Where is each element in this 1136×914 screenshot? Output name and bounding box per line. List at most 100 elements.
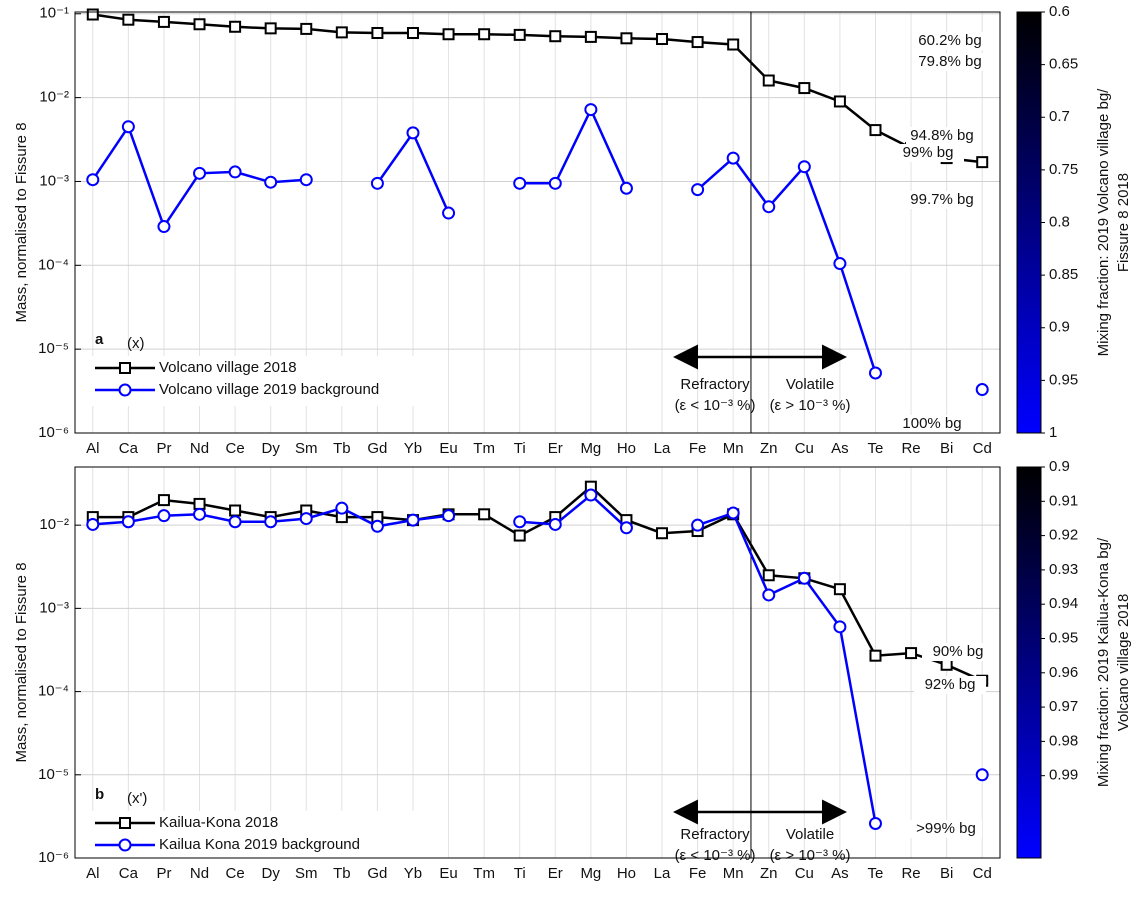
point: [335, 26, 348, 39]
plot-frame: [74, 11, 1001, 434]
annotation: Refractory: [680, 826, 750, 843]
point: [478, 508, 491, 521]
colorbar-label: Volcano village 2018: [1115, 594, 1132, 732]
x-tick-label: Zn: [760, 865, 778, 882]
y-tick-label: 10⁻³: [39, 599, 69, 616]
mixing-label: 79.8% bg: [918, 53, 981, 70]
colorbar-tick-label: 0.7: [1049, 108, 1070, 125]
colorbar-tick-label: 0.65: [1049, 56, 1078, 73]
colorbar-tick-label: 0.94: [1049, 595, 1078, 612]
point: [868, 816, 882, 830]
point: [976, 156, 989, 169]
annotation: (ε > 10⁻³ %): [770, 397, 851, 414]
y-axis-label: Mass, normalised to Fissure 8: [13, 122, 30, 322]
x-tick-label: Bi: [940, 865, 953, 882]
x-tick-label: Pr: [156, 440, 171, 457]
point: [442, 28, 455, 41]
point: [905, 647, 918, 660]
x-tick-label: As: [831, 865, 849, 882]
colorbar-tick-label: 0.8: [1049, 213, 1070, 230]
colorbar-tick-label: 0.9: [1049, 319, 1070, 336]
point: [869, 649, 882, 662]
point: [691, 36, 704, 49]
point: [619, 181, 633, 195]
x-tick-label: Re: [901, 440, 920, 457]
colorbar-tick-label: 0.95: [1049, 371, 1078, 388]
point: [513, 515, 527, 529]
point: [86, 8, 99, 21]
x-tick-label: Ti: [514, 440, 526, 457]
point: [406, 513, 420, 527]
point: [656, 527, 669, 540]
x-tick-label: Tb: [333, 865, 351, 882]
x-tick-label: Tb: [333, 440, 351, 457]
legend-marker: [118, 838, 132, 852]
x-tick-label: Dy: [262, 440, 281, 457]
label-bg: [914, 32, 986, 50]
point: [584, 30, 597, 43]
colorbar-label: Mixing fraction: 2019 Kailua-Kona bg/: [1095, 537, 1112, 787]
point: [620, 32, 633, 45]
annotation: (ε < 10⁻³ %): [675, 397, 756, 414]
x-tick-label: Sm: [295, 440, 318, 457]
y-tick-label: 10⁻⁴: [38, 683, 69, 700]
x-tick-label: Dy: [262, 865, 281, 882]
y-tick-label: 10⁻⁶: [38, 424, 69, 441]
x-tick-label: Mn: [723, 865, 744, 882]
x-tick-label: Er: [548, 865, 563, 882]
annotation: (ε < 10⁻³ %): [675, 847, 756, 864]
colorbar-tick-label: 0.95: [1049, 629, 1078, 646]
point: [406, 126, 420, 140]
y-tick-label: 10⁻⁴: [38, 256, 69, 273]
point: [86, 173, 100, 187]
annotation: Refractory: [680, 376, 750, 393]
point: [762, 74, 775, 87]
point: [797, 160, 811, 174]
x-tick-label: Mg: [580, 865, 601, 882]
colorbar-tick-label: 0.75: [1049, 161, 1078, 178]
mixing-label: 100% bg: [902, 415, 961, 432]
colorbar: [1016, 466, 1042, 859]
plot-frame: [74, 466, 1001, 859]
colorbar-tick-label: 0.91: [1049, 492, 1078, 509]
point: [833, 95, 846, 108]
point: [762, 569, 775, 582]
annotation: Volatile: [786, 376, 834, 393]
label-bg: [910, 820, 982, 838]
point: [549, 30, 562, 43]
point: [442, 206, 456, 220]
label-bg: [922, 643, 994, 661]
legend-marker: [119, 817, 131, 829]
x-tick-label: Al: [86, 865, 99, 882]
label-bg: [914, 53, 986, 71]
point: [335, 501, 349, 515]
x-tick-label: La: [654, 865, 671, 882]
x-tick-label: Zn: [760, 440, 778, 457]
point: [691, 518, 705, 532]
point: [300, 22, 313, 35]
panel-label: a: [95, 331, 104, 348]
y-axis-label: Mass, normalised to Fissure 8: [13, 562, 30, 762]
colorbar-tick-label: 0.93: [1049, 561, 1078, 578]
point: [619, 521, 633, 535]
y-tick-label: 10⁻²: [39, 89, 69, 106]
x-tick-label: Gd: [367, 865, 387, 882]
point: [370, 176, 384, 190]
x-tick-label: Ca: [119, 865, 139, 882]
point: [940, 658, 953, 671]
colorbar-tick-label: 0.92: [1049, 527, 1078, 544]
colorbar-label: Mixing fraction: 2019 Volcano village bg…: [1095, 88, 1112, 356]
x-tick-label: Er: [548, 440, 563, 457]
colorbar-label: Fissure 8 2018: [1115, 173, 1132, 272]
point: [869, 124, 882, 137]
point: [86, 517, 100, 531]
point: [229, 20, 242, 33]
x-tick-label: Sm: [295, 865, 318, 882]
y-tick-label: 10⁻²: [39, 516, 69, 533]
point: [157, 15, 170, 28]
x-tick-label: Eu: [439, 440, 457, 457]
point: [833, 620, 847, 634]
point: [797, 571, 811, 585]
legend-marker: [119, 362, 131, 374]
annotation: Volatile: [786, 826, 834, 843]
